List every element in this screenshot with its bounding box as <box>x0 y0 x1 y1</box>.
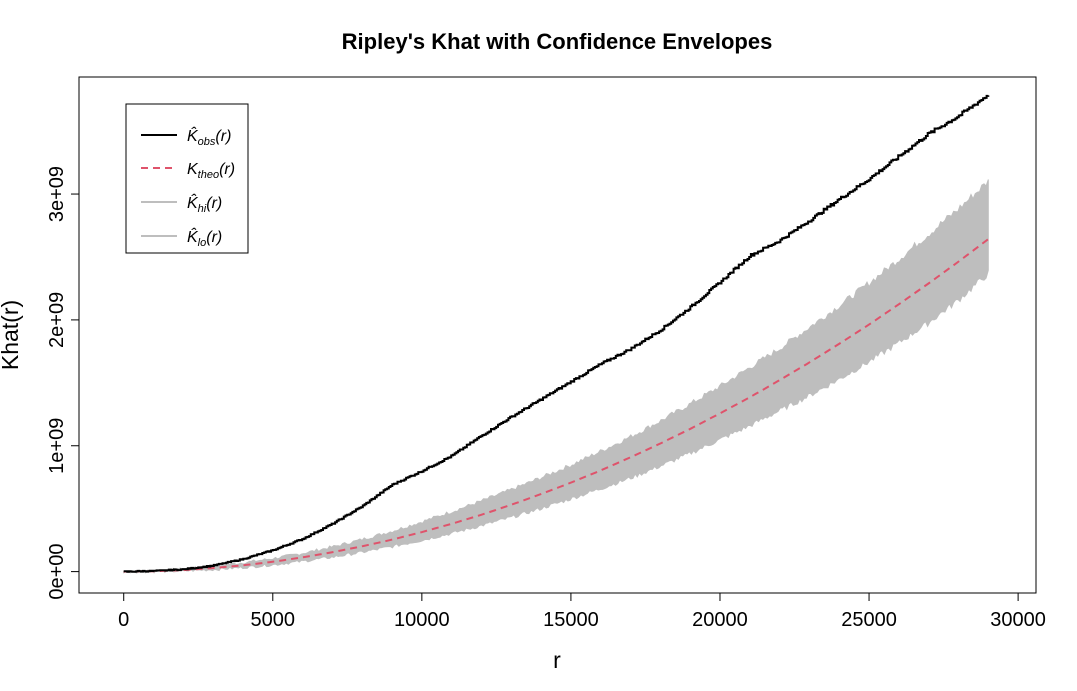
x-tick-label: 5000 <box>251 609 296 631</box>
x-tick-label: 15000 <box>543 609 599 631</box>
x-tick-label: 25000 <box>841 609 897 631</box>
x-axis-label: r <box>553 647 561 673</box>
series-line-obs <box>123 94 990 573</box>
y-axis: 0e+00 1e+09 2e+09 3e+09 <box>46 166 80 600</box>
legend-label-theo: Ktheo(r) <box>187 161 235 181</box>
legend-box <box>125 103 249 254</box>
legend-label-hi: K̂hi(r) <box>187 192 222 215</box>
y-tick-label: 3e+09 <box>46 166 68 222</box>
series-line-theo <box>123 238 989 573</box>
y-tick-label: 1e+09 <box>46 418 68 474</box>
legend-label-lo: K̂lo(r) <box>187 226 222 249</box>
plot-area <box>123 94 990 574</box>
x-tick-label: 10000 <box>394 609 450 631</box>
envelope-band <box>123 179 989 574</box>
y-axis-label: Khat(r) <box>0 300 23 370</box>
y-tick-label: 0e+00 <box>46 544 68 600</box>
legend-label-obs: K̂obs(r) <box>187 125 231 148</box>
legend: K̂obs(r) Ktheo(r) K̂hi(r) K̂lo(r) <box>125 103 249 254</box>
x-tick-label: 30000 <box>990 609 1046 631</box>
x-tick-label: 20000 <box>692 609 748 631</box>
x-axis: 0 5000 10000 15000 20000 25000 30000 <box>118 592 1046 631</box>
y-tick-label: 2e+09 <box>46 292 68 348</box>
x-tick-label: 0 <box>118 609 129 631</box>
chart-title: Ripley's Khat with Confidence Envelopes <box>342 29 773 54</box>
